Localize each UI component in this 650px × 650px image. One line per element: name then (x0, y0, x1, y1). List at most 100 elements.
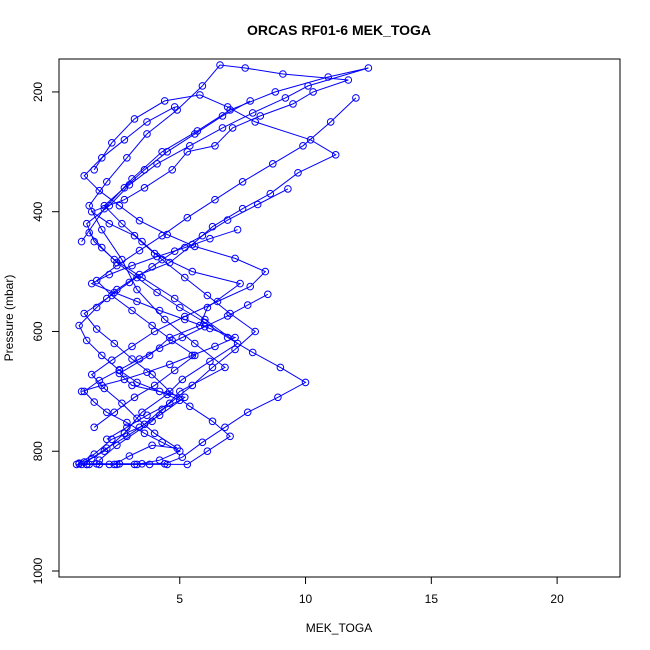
data-point (108, 356, 116, 365)
data-point (243, 408, 252, 417)
data-point (125, 452, 134, 460)
data-point (165, 399, 174, 408)
data-point (364, 64, 373, 72)
data-point (269, 160, 277, 168)
plot-area (72, 61, 373, 469)
x-tick-label: 5 (176, 592, 183, 606)
data-point (108, 139, 116, 147)
data-point (100, 201, 109, 210)
data-point (113, 261, 121, 270)
data-point (243, 301, 252, 309)
data-point (165, 387, 174, 396)
data-point (128, 306, 136, 315)
data-point (221, 363, 229, 372)
data-point (186, 142, 194, 150)
data-point (150, 429, 159, 438)
data-point (125, 278, 134, 287)
data-point (82, 460, 91, 469)
y-tick-label: 400 (31, 201, 45, 221)
data-point (294, 169, 302, 177)
data-point (218, 112, 227, 120)
data-point (110, 339, 119, 348)
data-point (309, 88, 317, 96)
data-point (216, 61, 224, 69)
series-line-6 (79, 232, 307, 465)
data-point (135, 216, 144, 225)
data-point (92, 460, 101, 468)
data-point (331, 151, 340, 159)
data-point (77, 237, 86, 246)
data-point (183, 460, 192, 469)
data-point (85, 228, 93, 237)
data-point (133, 285, 141, 294)
y-axis: 200 400 600 800 1000 (31, 82, 60, 584)
data-point (178, 333, 187, 342)
data-point (82, 219, 91, 228)
data-point (198, 438, 207, 447)
data-point (123, 418, 131, 427)
data-point (284, 185, 292, 193)
data-point (115, 201, 124, 210)
data-point (153, 252, 161, 261)
data-point (264, 290, 272, 299)
data-point (143, 130, 151, 138)
data-point (198, 231, 207, 240)
data-point (158, 231, 166, 240)
data-point (105, 460, 114, 469)
data-point (198, 82, 207, 90)
data-point (135, 355, 144, 363)
data-point (208, 363, 217, 372)
data-point (153, 160, 161, 168)
data-point (176, 447, 184, 456)
data-point (120, 184, 129, 192)
data-point (223, 312, 232, 320)
data-point (105, 219, 114, 228)
data-point (183, 213, 192, 222)
data-point (248, 109, 257, 117)
data-point (251, 327, 259, 336)
data-point (178, 375, 187, 384)
data-point (87, 279, 96, 288)
data-point (133, 297, 141, 306)
data-point (128, 355, 136, 363)
data-point (123, 154, 131, 162)
x-tick-label: 15 (425, 592, 439, 606)
data-point (153, 288, 161, 297)
data-point (251, 118, 259, 126)
data-point (201, 322, 209, 331)
series-line-4 (83, 106, 267, 465)
data-point (140, 420, 149, 429)
data-point (128, 261, 136, 270)
data-point (120, 375, 129, 384)
data-point (155, 344, 164, 353)
y-tick-label: 800 (31, 441, 45, 461)
data-point (248, 348, 257, 357)
y-tick-label: 200 (31, 82, 45, 102)
data-point (186, 402, 194, 411)
data-point (90, 166, 98, 174)
data-point (281, 94, 290, 102)
data-point (228, 124, 237, 132)
data-point (130, 393, 139, 402)
data-point (181, 315, 189, 324)
data-point (306, 136, 315, 144)
data-point (246, 97, 254, 105)
data-point (110, 288, 119, 297)
data-point (226, 432, 234, 441)
data-point (231, 333, 239, 342)
data-point (115, 366, 124, 374)
data-point (75, 321, 83, 330)
data-point (253, 200, 262, 209)
data-point (120, 136, 129, 144)
data-point (75, 460, 83, 468)
data-point (163, 148, 171, 156)
data-point (170, 366, 179, 375)
data-point (191, 130, 199, 138)
data-point (118, 219, 126, 228)
data-point (168, 166, 176, 174)
data-point (120, 195, 129, 204)
data-point (226, 309, 234, 318)
data-point (201, 318, 209, 327)
data-point (115, 460, 124, 468)
